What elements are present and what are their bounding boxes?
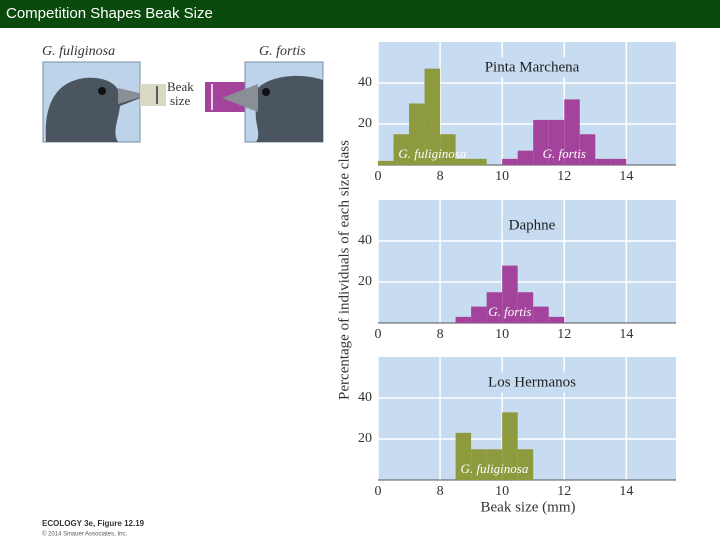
x-tick-label: 0	[375, 327, 382, 342]
x-tick-label: 12	[557, 327, 571, 342]
histogram-bar	[393, 134, 410, 165]
histogram-bar	[564, 99, 580, 165]
histogram-bar	[517, 449, 534, 480]
histogram-bar	[471, 306, 487, 323]
series-label: G. fuliginosa	[460, 461, 528, 476]
x-tick-label: 14	[619, 327, 633, 342]
beak-label: Beak	[167, 79, 194, 94]
y-tick-label: 20	[358, 274, 372, 289]
histogram-bar	[595, 158, 611, 165]
x-tick-label: 14	[619, 484, 633, 499]
histogram-panel: 20 40 0 8 10 12 14 G. fuliginosa Los Hermanos	[358, 357, 676, 499]
beak-label: size	[170, 93, 190, 108]
panel-title: Daphne	[509, 217, 556, 233]
histogram-bar	[455, 158, 472, 165]
x-tick-label: 12	[557, 169, 571, 184]
panel-title: Pinta Marchena	[485, 59, 580, 75]
y-axis-label: Percentage of individuals of each size c…	[336, 140, 352, 400]
x-axis-label: Beak size (mm)	[481, 499, 576, 515]
y-tick-label: 40	[358, 233, 372, 248]
histogram-bar	[440, 134, 456, 165]
panel-title-bg	[502, 215, 562, 236]
x-tick-label: 8	[437, 327, 444, 342]
histogram-bar	[610, 158, 627, 165]
title-bar	[0, 0, 720, 28]
histogram-bar	[486, 292, 503, 323]
histogram-bar	[471, 158, 487, 165]
histogram-bar	[471, 449, 487, 480]
histogram-bar	[455, 316, 472, 323]
histogram-bar	[424, 68, 441, 165]
y-tick-label: 40	[358, 390, 372, 405]
histogram-bar	[378, 160, 394, 165]
panel-title: Los Hermanos	[488, 374, 576, 390]
x-tick-label: 0	[375, 169, 382, 184]
x-tick-label: 0	[375, 484, 382, 499]
histogram-bar	[533, 119, 549, 165]
histogram-bar	[533, 306, 549, 323]
x-tick-label: 12	[557, 484, 571, 499]
histogram-bar	[548, 316, 565, 323]
x-tick-label: 14	[619, 169, 633, 184]
bird-left	[42, 61, 148, 143]
x-tick-label: 10	[495, 484, 509, 499]
series-label: G. fortis	[488, 304, 531, 319]
y-tick-label: 40	[358, 75, 372, 90]
histogram-bar	[579, 134, 596, 165]
x-tick-label: 8	[437, 169, 444, 184]
histogram-panel: 20 40 0 8 10 12 14 G. fortis Daphne	[358, 200, 676, 342]
bird-label: G. fuliginosa	[42, 44, 115, 59]
beak-indicator	[140, 84, 166, 106]
slide-title: Competition Shapes Beak Size	[6, 5, 213, 22]
histogram-bar	[486, 449, 503, 480]
series-label: G. fortis	[543, 146, 586, 161]
x-tick-label: 10	[495, 169, 509, 184]
y-tick-label: 20	[358, 116, 372, 131]
histogram-panel: 20 40 0 8 10 12 14 G. fuliginosa G. fortis Pinta …	[358, 42, 676, 184]
bird-right	[222, 61, 324, 143]
histogram-bar	[409, 103, 425, 165]
histogram-bar	[548, 119, 565, 165]
histogram-bar	[455, 432, 472, 480]
series-label: G. fuliginosa	[398, 146, 466, 161]
panel-title-bg	[478, 57, 586, 78]
histogram-bar	[502, 158, 518, 165]
copyright: © 2014 Sinauer Associates, Inc.	[42, 531, 127, 538]
panel-title-bg	[482, 372, 583, 393]
histogram-bar	[502, 265, 518, 323]
bird-label: G. fortis	[259, 44, 306, 59]
histogram-bar	[517, 150, 534, 165]
credit: ECOLOGY 3e, Figure 12.19	[42, 519, 145, 528]
histogram-bar	[517, 292, 534, 323]
x-tick-label: 8	[437, 484, 444, 499]
histogram-bar	[502, 412, 518, 480]
x-tick-label: 10	[495, 327, 509, 342]
y-tick-label: 20	[358, 431, 372, 446]
